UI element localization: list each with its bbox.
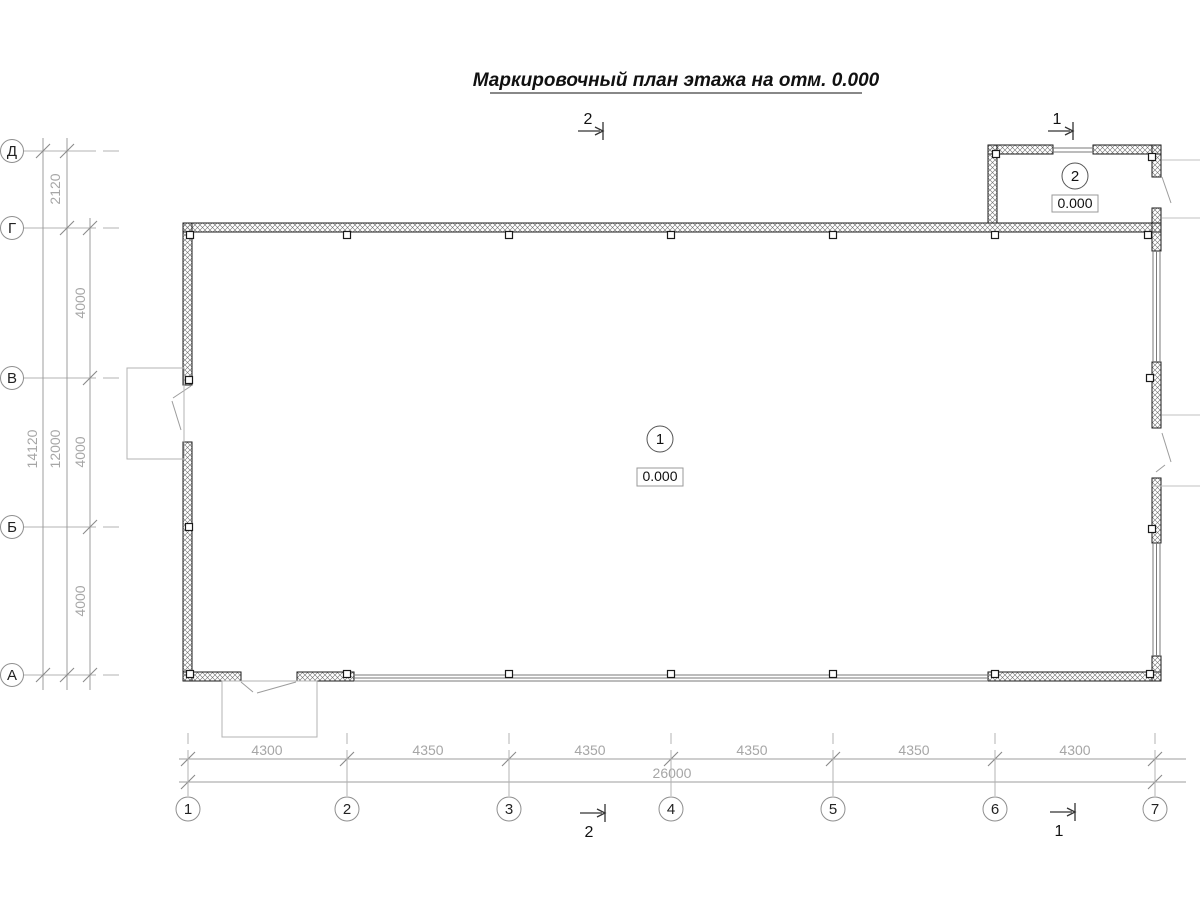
wall-bottom-right <box>987 671 1162 682</box>
axis-bubble <box>0 515 24 539</box>
door-leaf <box>1161 432 1172 463</box>
axis-bubble <box>334 796 360 822</box>
axis-bubble <box>496 796 522 822</box>
axis-bubble <box>0 366 24 390</box>
door-leaf <box>171 400 182 431</box>
dim-4300-1: 4300 <box>251 742 282 758</box>
dim-4350-1: 4350 <box>412 742 443 758</box>
row-axis-label-a: А <box>7 667 17 684</box>
room-number-circle <box>646 425 674 453</box>
dim-4000-2: 4000 <box>72 436 88 467</box>
bottom-dimension-chains: 4300 4350 4350 4350 4350 4300 26000 <box>179 742 1186 790</box>
page-title: Маркировочный план этажа на отм. 0.000 <box>473 70 880 91</box>
dim-4000-1: 4000 <box>72 287 88 318</box>
axis-bubble <box>0 663 24 687</box>
door-leaf <box>1161 176 1172 204</box>
dim-4350-3: 4350 <box>736 742 767 758</box>
axis-bubble <box>0 216 24 240</box>
room-label-1: 1 0.000 <box>636 425 684 487</box>
wall-left-upper <box>182 222 193 386</box>
column-markers <box>184 149 1157 679</box>
elevation-box <box>1051 194 1099 213</box>
wall-top <box>182 222 1162 233</box>
section-label: 1 <box>1053 111 1062 128</box>
dim-4000-3: 4000 <box>72 585 88 616</box>
axis-bubble <box>0 139 24 163</box>
dim-4300-2: 4300 <box>1059 742 1090 758</box>
wall-left-lower <box>182 441 193 682</box>
wall-bottom-left-a <box>182 671 242 682</box>
wall-right-seg3 <box>1151 477 1162 544</box>
row-axis-label-v: В <box>7 370 17 387</box>
axis-bubble <box>820 796 846 822</box>
row-axis-label-d: Д <box>7 143 17 160</box>
row-axis-label-b: Б <box>7 519 17 536</box>
dim-14120: 14120 <box>24 429 40 468</box>
elevation-value: 0.000 <box>642 468 677 484</box>
col-axis-label-7: 7 <box>1151 801 1159 818</box>
col-axis-label-3: 3 <box>505 801 513 818</box>
axis-bubble <box>1142 796 1168 822</box>
axis-bubble <box>175 796 201 822</box>
wall-bottom-left-b <box>296 671 355 682</box>
wall-vestibule-right-b <box>1151 207 1162 224</box>
wall-vestibule-left <box>987 144 998 224</box>
dim-12000: 12000 <box>47 429 63 468</box>
elevation-box <box>636 467 684 487</box>
door-leaf <box>172 385 192 399</box>
exterior-landing-lines <box>1152 159 1200 487</box>
axis-bubble <box>982 796 1008 822</box>
col-axis-label-4: 4 <box>667 801 675 818</box>
door-leaf <box>256 681 297 694</box>
col-axis-label-6: 6 <box>991 801 999 818</box>
dim-4350-4: 4350 <box>898 742 929 758</box>
col-axis-label-1: 1 <box>184 801 192 818</box>
porch-left <box>126 367 185 460</box>
room-number-circle <box>1061 162 1089 190</box>
left-dimension-chains: 14120 2120 12000 4000 4000 4000 <box>24 138 98 690</box>
row-axis-label-g: Г <box>8 220 16 237</box>
wall-vestibule-top-b <box>1092 144 1162 155</box>
door-leaf <box>240 681 254 693</box>
wall-right-seg1 <box>1151 222 1162 252</box>
section-marker-1-bottom: 1 <box>1050 803 1077 840</box>
dim-26000: 26000 <box>653 765 692 781</box>
room-number: 1 <box>656 431 664 448</box>
column-axes: 1 2 3 4 5 6 7 <box>175 733 1168 822</box>
dim-4350-2: 4350 <box>574 742 605 758</box>
doors <box>126 176 1172 738</box>
room-label-2: 2 0.000 <box>1051 162 1099 213</box>
door-leaf <box>1155 464 1166 473</box>
axis-bubble <box>658 796 684 822</box>
section-label: 2 <box>585 824 594 841</box>
elevation-value: 0.000 <box>1057 195 1092 211</box>
drawing-title: Маркировочный план этажа на отм. 0.000 <box>473 70 880 94</box>
dim-2120: 2120 <box>47 173 63 204</box>
col-axis-label-5: 5 <box>829 801 837 818</box>
section-marker-2-bottom: 2 <box>580 804 607 841</box>
section-label: 2 <box>584 111 593 128</box>
col-axis-label-2: 2 <box>343 801 351 818</box>
room-number: 2 <box>1071 168 1079 185</box>
walls <box>182 144 1162 682</box>
row-axes: Д Г В Б А <box>0 139 119 687</box>
section-marker-1-top: 1 <box>1048 111 1075 140</box>
section-label: 1 <box>1055 823 1064 840</box>
section-marker-2-top: 2 <box>578 111 605 140</box>
wall-right-seg2 <box>1151 361 1162 429</box>
porch-bottom <box>221 680 318 738</box>
